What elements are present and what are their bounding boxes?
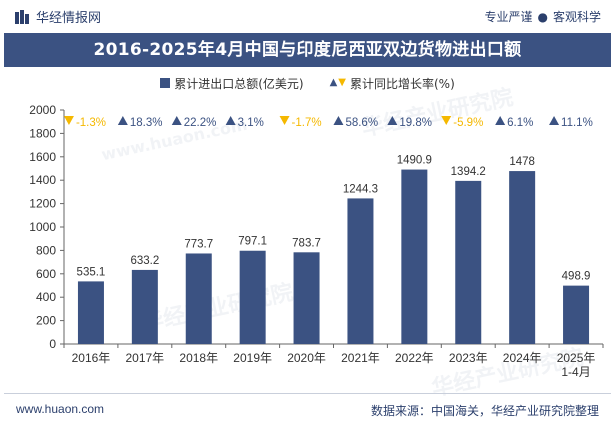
x-tick-label: 2022年: [395, 351, 434, 365]
y-tick-label: 1800: [29, 126, 56, 140]
growth-rate-label: -1.3%: [76, 117, 106, 129]
y-tick-label: 1000: [29, 220, 56, 234]
bar: [293, 252, 320, 344]
growth-rate-label: 58.6%: [345, 117, 378, 129]
growth-down-icon: [279, 116, 290, 125]
bar: [239, 250, 266, 344]
growth-rate-label: 22.2%: [184, 117, 217, 129]
y-tick-label: 2000: [29, 103, 56, 117]
x-tick-label: 2021年: [341, 351, 380, 365]
growth-up-icon: [549, 116, 560, 125]
brand-logo-icon: [15, 9, 29, 24]
y-tick-label: 1600: [29, 150, 56, 164]
legend-bar-label: 累计进出口总额(亿美元): [174, 76, 304, 91]
legend-triangle-icon: ▲ ▼: [329, 77, 346, 88]
growth-rate-label: 11.1%: [561, 117, 593, 129]
tagline-separator: ●: [537, 10, 548, 24]
bar: [563, 285, 590, 344]
bar: [77, 281, 104, 344]
bar: [455, 180, 482, 344]
y-tick-label: 200: [36, 314, 56, 328]
growth-rate-label: 19.8%: [399, 117, 432, 129]
growth-up-icon: [387, 116, 398, 125]
x-tick-label: 1-4月: [561, 365, 590, 379]
bar-value-label: 783.7: [292, 237, 321, 249]
tagline-right: 客观科学: [552, 10, 601, 24]
growth-rate-label: -5.9%: [453, 117, 483, 129]
x-tick-label: 2023年: [449, 351, 488, 365]
bar: [401, 169, 428, 344]
legend-bar-swatch: [160, 78, 171, 88]
x-tick-label: 2024年: [503, 351, 542, 365]
bar: [347, 198, 374, 344]
growth-up-icon: [225, 116, 236, 125]
growth-rate-label: -1.7%: [292, 117, 322, 129]
x-tick-label: 2017年: [125, 351, 164, 365]
footer: www.huaon.com 数据来源：中国海关，华经产业研究院整理: [0, 393, 615, 427]
top-bar: 华经情报网 专业严谨 ● 客观科学: [0, 0, 615, 32]
bar: [509, 171, 536, 344]
y-tick-label: 0: [49, 337, 56, 351]
growth-up-icon: [117, 116, 128, 125]
growth-down-icon: [63, 116, 74, 125]
footer-source: 数据来源：中国海关，华经产业研究院整理: [370, 404, 599, 418]
growth-down-icon: [441, 116, 452, 125]
legend-growth-label: 累计同比增长率(%): [350, 76, 455, 91]
growth-rate-label: 3.1%: [238, 117, 264, 129]
legend-item-growth: ▲ ▼ 累计同比增长率(%): [330, 75, 455, 92]
bar-value-label: 1478: [509, 156, 535, 168]
footer-site: www.huaon.com: [16, 402, 105, 416]
growth-rate-label: 18.3%: [130, 117, 163, 129]
bar: [185, 253, 212, 344]
y-tick-label: 800: [36, 243, 56, 257]
y-tick-label: 600: [36, 267, 56, 281]
growth-rate-label: 6.1%: [507, 117, 533, 129]
bar-value-label: 633.2: [130, 255, 159, 267]
bar-value-label: 535.1: [77, 266, 106, 278]
x-tick-label: 2018年: [179, 351, 218, 365]
brand-name: 华经情报网: [36, 11, 102, 26]
legend-item-bars: 累计进出口总额(亿美元): [160, 75, 304, 92]
bar-value-label: 498.9: [562, 271, 591, 283]
x-tick-label: 2025年: [557, 351, 596, 365]
x-tick-label: 2020年: [287, 351, 326, 365]
growth-up-icon: [171, 116, 182, 125]
bar-value-label: 1490.9: [397, 155, 432, 167]
bar-chart: 0 200 400 600 800 1000 1200 1400 1600 1800 2000 535…: [29, 103, 604, 379]
bar-value-label: 1394.2: [451, 166, 486, 178]
x-tick-label: 2016年: [72, 351, 111, 365]
y-tick-label: 400: [36, 290, 56, 304]
chart-title: 2016-2025年4月中国与印度尼西亚双边货物进出口额: [4, 33, 611, 67]
brand: 华经情报网: [14, 7, 101, 26]
chart-legend: 累计进出口总额(亿美元) ▲ ▼ 累计同比增长率(%): [0, 73, 615, 93]
bar-value-label: 1244.3: [343, 183, 378, 195]
tagline: 专业严谨 ● 客观科学: [484, 8, 601, 25]
bar: [131, 269, 158, 344]
tagline-left: 专业严谨: [484, 10, 533, 24]
bar-value-label: 797.1: [238, 236, 267, 248]
growth-up-icon: [495, 116, 506, 125]
x-tick-label: 2019年: [233, 351, 272, 365]
y-tick-label: 1200: [29, 197, 56, 211]
growth-up-icon: [333, 116, 344, 125]
y-tick-label: 1400: [29, 173, 56, 187]
bar-value-label: 773.7: [184, 238, 213, 250]
footer-divider: [4, 393, 611, 394]
